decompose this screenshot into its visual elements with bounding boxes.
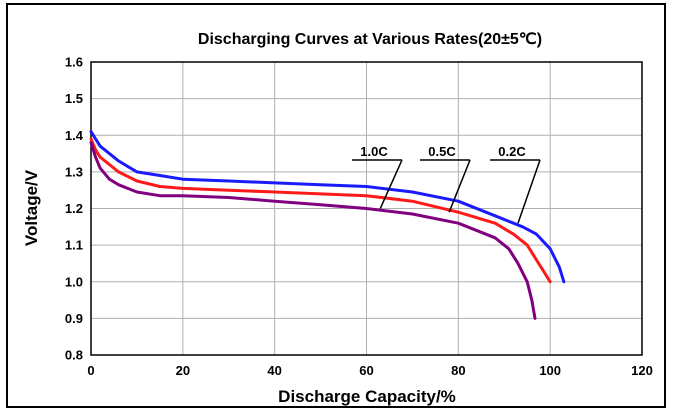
y-tick-label: 1.3 (65, 164, 83, 179)
x-tick-label: 60 (359, 363, 373, 378)
y-tick-label: 1.2 (65, 201, 83, 216)
y-tick-label: 0.8 (65, 348, 83, 363)
annotation-group: 1.0C 0.5C 0.2C (352, 144, 541, 224)
plot-area (90, 61, 643, 356)
y-tick-label: 1.6 (65, 55, 83, 70)
x-tick-label: 80 (451, 363, 465, 378)
y-axis: 0.8 0.9 1.0 1.1 1.2 1.3 1.4 1.5 1.6 (65, 55, 84, 363)
annotation-leader (448, 159, 471, 213)
x-tick-label: 40 (267, 363, 281, 378)
x-tick-label: 120 (631, 363, 653, 378)
y-tick-label: 1.0 (65, 274, 83, 289)
x-tick-label: 0 (87, 363, 94, 378)
y-tick-label: 1.1 (65, 238, 83, 253)
annotation-label: 0.2C (498, 144, 526, 159)
y-tick-label: 1.5 (65, 91, 83, 106)
series-line-1_0C (89, 141, 537, 320)
y-tick-label: 0.9 (65, 311, 83, 326)
series-group (89, 130, 566, 320)
chart-title: Discharging Curves at Various Rates(20±5… (198, 31, 542, 48)
annotation-label: 0.5C (428, 144, 456, 159)
x-axis-label: Discharge Capacity/% (278, 387, 456, 406)
annotation-leader (517, 159, 541, 224)
x-tick-label: 20 (176, 363, 190, 378)
series-line-0_2C (89, 130, 566, 284)
x-tick-label: 100 (539, 363, 561, 378)
annotation-label: 1.0C (360, 144, 388, 159)
annotation-leader (379, 159, 403, 209)
y-tick-label: 1.4 (65, 128, 84, 143)
x-axis: 0 20 40 60 80 100 120 (87, 363, 652, 378)
series-line-0_5C (89, 137, 552, 284)
y-axis-label: Voltage/V (22, 169, 41, 246)
